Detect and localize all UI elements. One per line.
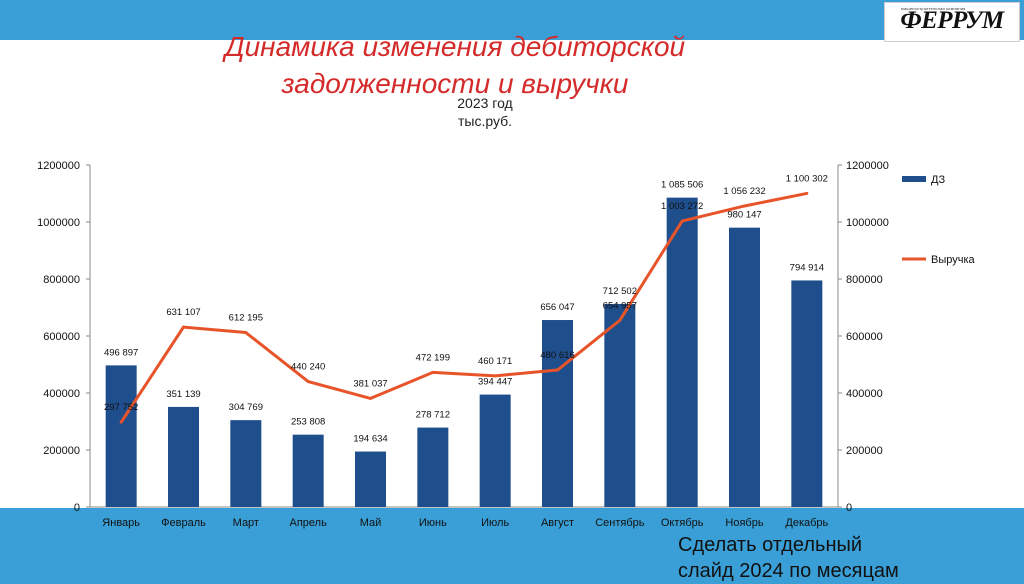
legend-label-revenue: Выручка — [931, 254, 976, 266]
line-data-label: 1 056 232 — [723, 186, 765, 197]
line-data-label: 654 957 — [603, 300, 637, 311]
y-tick-label-left: 600000 — [43, 331, 80, 343]
line-point-revenue — [182, 325, 185, 329]
x-tick-label: Октябрь — [661, 517, 704, 529]
company-logo: машиностроительная компания ФЕРРУМ — [884, 2, 1020, 42]
line-data-label: 297 752 — [104, 402, 138, 413]
bar-dz — [604, 303, 636, 507]
x-tick-label: Декабрь — [785, 517, 828, 529]
x-tick-label: Февраль — [161, 517, 206, 529]
line-data-label: 1 100 302 — [786, 173, 828, 184]
bar-dz — [168, 406, 199, 507]
line-point-revenue — [493, 374, 497, 378]
chart-subtitle: 2023 год тыс.руб. — [430, 94, 540, 130]
y-tick-label-right: 1200000 — [846, 160, 889, 172]
y-tick-label-left: 1000000 — [37, 217, 80, 229]
y-tick-label-right: 800000 — [846, 274, 883, 286]
title-line-2: задолженности и выручки — [281, 68, 629, 99]
y-tick-label-right: 0 — [846, 502, 852, 514]
bar-dz — [230, 420, 262, 507]
line-point-revenue — [431, 370, 435, 374]
bar-data-label: 253 808 — [291, 417, 325, 428]
line-point-revenue — [306, 380, 310, 384]
x-tick-label: Июль — [481, 517, 509, 529]
line-data-label: 381 037 — [353, 378, 387, 389]
bar-dz — [355, 451, 386, 507]
bar-data-label: 656 047 — [540, 302, 574, 313]
bar-dz — [542, 320, 573, 507]
y-tick-label-right: 600000 — [846, 331, 883, 343]
line-data-label: 460 171 — [478, 356, 512, 367]
line-point-revenue — [680, 219, 684, 223]
x-tick-label: Ноябрь — [725, 517, 763, 529]
line-data-label: 631 107 — [166, 307, 200, 318]
x-tick-label: Март — [233, 517, 259, 529]
line-data-label: 612 195 — [229, 313, 263, 324]
x-tick-label: Сентябрь — [595, 517, 645, 529]
y-tick-label-left: 800000 — [43, 274, 80, 286]
line-data-label: 480 616 — [540, 350, 574, 361]
line-point-revenue — [244, 331, 248, 335]
bar-data-label: 194 634 — [353, 434, 387, 445]
line-data-label: 472 199 — [416, 352, 450, 363]
bar-dz — [729, 227, 760, 507]
subtitle-units: тыс.руб. — [457, 113, 513, 129]
y-tick-label-left: 200000 — [43, 445, 80, 457]
note-line-2: слайд 2024 по месяцам — [678, 560, 899, 582]
y-tick-label-right: 200000 — [846, 445, 883, 457]
bar-dz — [105, 365, 137, 507]
bar-data-label: 304 769 — [229, 402, 263, 413]
line-point-revenue — [556, 368, 559, 372]
legend-label-dz: ДЗ — [931, 174, 945, 186]
logo-wordmark: ФЕРРУМ — [900, 7, 1004, 34]
y-tick-label-right: 400000 — [846, 388, 883, 400]
top-band — [0, 0, 1024, 40]
x-tick-label: Январь — [102, 517, 140, 529]
line-point-revenue — [119, 420, 123, 424]
line-data-label: 1 003 272 — [661, 201, 703, 212]
line-point-revenue — [743, 204, 746, 208]
x-tick-label: Июнь — [419, 517, 447, 529]
note-line-1: Сделать отдельный — [678, 534, 863, 556]
x-tick-label: Апрель — [290, 517, 328, 529]
bar-dz — [479, 394, 511, 507]
x-tick-label: Август — [541, 517, 574, 529]
bar-data-label: 351 139 — [166, 389, 200, 400]
line-data-label: 440 240 — [291, 362, 325, 373]
bar-dz — [292, 434, 324, 507]
bar-data-label: 794 914 — [790, 262, 824, 273]
logo-tagline: машиностроительная компания — [901, 6, 966, 11]
bar-dz — [666, 197, 698, 507]
slide-title: Динамика изменения дебиторской задолженн… — [150, 28, 760, 102]
line-point-revenue — [805, 191, 809, 195]
y-tick-label-left: 1200000 — [37, 160, 80, 172]
bar-data-label: 496 897 — [104, 347, 138, 358]
bottom-band — [0, 508, 1024, 574]
y-tick-label-left: 0 — [74, 502, 80, 514]
note-text: Сделать отдельный слайд 2024 по месяцам — [678, 532, 899, 584]
y-tick-label-right: 1000000 — [846, 217, 889, 229]
title-line-1: Динамика изменения дебиторской — [224, 31, 686, 62]
line-revenue — [119, 191, 808, 423]
line-point-revenue — [618, 318, 622, 322]
line-point-revenue — [369, 396, 372, 400]
y-tick-label-left: 400000 — [43, 388, 80, 400]
bar-data-label: 712 502 — [603, 286, 637, 297]
subtitle-year: 2023 год — [457, 95, 513, 111]
bar-dz — [417, 427, 449, 507]
bar-data-label: 394 447 — [478, 377, 512, 388]
x-tick-label: Май — [360, 517, 382, 529]
bar-data-label: 1 085 506 — [661, 180, 703, 191]
bar-dz — [791, 280, 823, 507]
legend-swatch-dz — [902, 176, 926, 182]
bar-data-label: 278 712 — [416, 410, 450, 421]
bar-data-label: 980 147 — [727, 210, 761, 221]
